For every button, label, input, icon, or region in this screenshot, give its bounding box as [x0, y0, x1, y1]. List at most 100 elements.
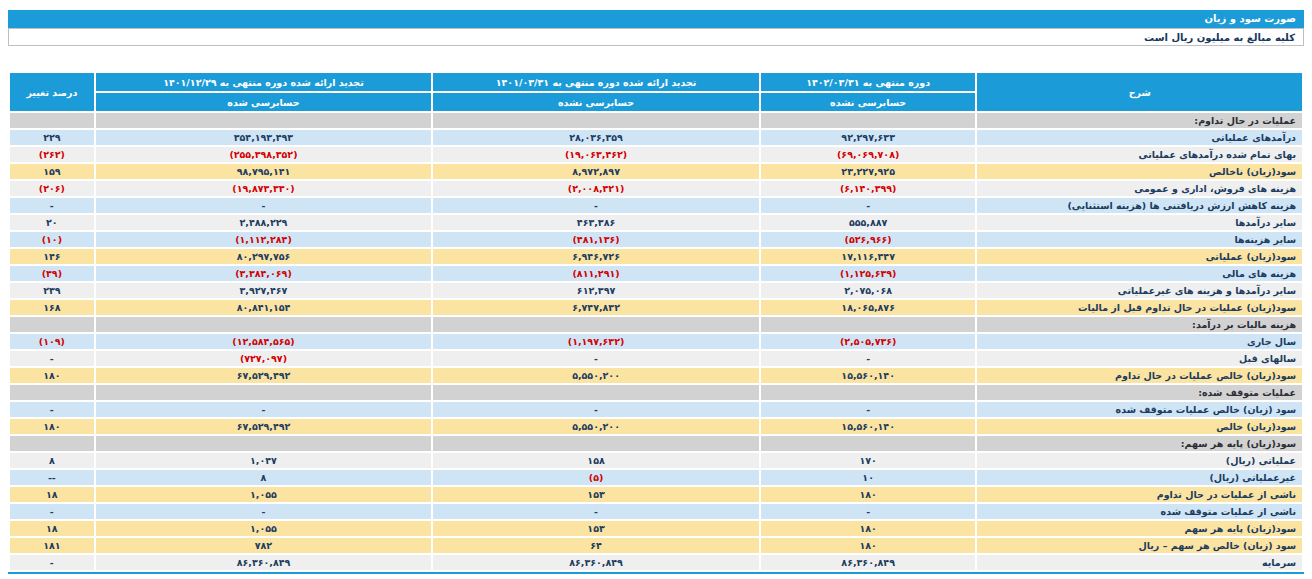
value-year-prior-cell: ۱,۰۴۷ — [96, 453, 432, 468]
value-year-prior-cell: (۲۵۵,۳۹۸,۳۵۲) — [96, 147, 432, 162]
value-current-cell — [761, 317, 976, 332]
value-year-prior-cell — [96, 385, 432, 400]
table-row: سود(زیان) عملیات در حال تداوم قبل از مال… — [10, 300, 1302, 315]
table-row: غیرعملیاتی (ریال)۱۰(۵)۸-- — [10, 470, 1302, 485]
value-year-prior-cell: (۳,۳۸۴,۰۶۹) — [96, 266, 432, 281]
value-q1-prior-cell: ۱۵۳ — [433, 487, 759, 502]
row-label-cell: ناشی از عملیات در حال تداوم — [977, 487, 1302, 502]
pct-change-cell: - — [10, 351, 94, 366]
value-year-prior-cell: ۹۸,۷۹۵,۱۴۱ — [96, 164, 432, 179]
pct-change-cell: - — [10, 198, 94, 213]
income-statement-table: شرح دوره منتهی به ۱۴۰۲/۰۳/۳۱ تجدید ارائه… — [8, 71, 1304, 572]
table-body: عملیات در حال تداوم: درآمدهای عملیاتی۹۲,۲… — [10, 113, 1302, 570]
pct-change-cell: ۱۸ — [10, 487, 94, 502]
pct-change-cell: ۲۳۹ — [10, 283, 94, 298]
value-q1-prior-cell: - — [433, 402, 759, 417]
value-year-prior-cell — [96, 436, 432, 451]
value-current-cell: (۶۹,۰۶۹,۷۰۸) — [761, 147, 976, 162]
value-year-prior-cell — [96, 317, 432, 332]
table-row: ناشی از عملیات در حال تداوم۱۸۰۱۵۳۱,۰۵۵۱۸ — [10, 487, 1302, 502]
row-label-cell: سال جاری — [977, 334, 1302, 349]
header-audit-status-q1-prior: حسابرسی نشده — [433, 93, 759, 111]
value-q1-prior-cell: (۲,۰۰۸,۴۲۱) — [433, 181, 759, 196]
pct-change-cell: ۱۶۸ — [10, 300, 94, 315]
pct-change-cell: (۱۰۹) — [10, 334, 94, 349]
pct-change-cell: ۱۸۱ — [10, 538, 94, 553]
pct-change-cell: - — [10, 402, 94, 417]
income-statement-page: صورت سود و زیان کلیه مبالغ به میلیون ریا… — [0, 0, 1312, 579]
row-label-cell: عملیات متوقف شده: — [977, 385, 1302, 400]
value-current-cell: ۲۳,۲۲۷,۹۲۵ — [761, 164, 976, 179]
row-label-cell: عملیات در حال تداوم: — [977, 113, 1302, 128]
value-year-prior-cell: (۱,۱۱۲,۲۸۴) — [96, 232, 432, 247]
value-q1-prior-cell: ۶,۹۴۶,۷۲۶ — [433, 249, 759, 264]
section-row: عملیات در حال تداوم: — [10, 113, 1302, 128]
row-label-cell: بهای تمام شده درآمدهای عملیاتی — [977, 147, 1302, 162]
value-current-cell — [761, 385, 976, 400]
value-current-cell: ۱۵,۵۶۰,۱۴۰ — [761, 419, 976, 434]
header-period-year-prior: تجدید ارائه شده دوره منتهی به ۱۴۰۱/۱۲/۲۹ — [96, 73, 432, 91]
row-label-cell: سالهای قبل — [977, 351, 1302, 366]
value-year-prior-cell: ۶۷,۵۲۹,۴۹۲ — [96, 368, 432, 383]
table-row: سال جاری(۲,۵۰۵,۷۳۶)(۱,۱۹۷,۶۳۲)(۱۲,۵۸۴,۵۶… — [10, 334, 1302, 349]
row-label-cell: سود (زیان) خالص هر سهم – ریال — [977, 538, 1302, 553]
row-label-cell: سود(زیان) پایه هر سهم — [977, 521, 1302, 536]
pct-change-cell: (۳۹) — [10, 266, 94, 281]
pct-change-cell: ۱۸۰ — [10, 368, 94, 383]
header-audit-status-current: حسابرسی نشده — [761, 93, 976, 111]
row-label-cell: هزینه های مالی — [977, 266, 1302, 281]
value-current-cell: ۱۸,۰۶۵,۸۷۶ — [761, 300, 976, 315]
value-q1-prior-cell: ۴۶۳,۳۸۶ — [433, 215, 759, 230]
value-year-prior-cell: - — [96, 198, 432, 213]
pct-change-cell — [10, 113, 94, 128]
pct-change-cell: - — [10, 555, 94, 570]
value-year-prior-cell: ۸ — [96, 470, 432, 485]
value-q1-prior-cell: ۶,۷۴۷,۸۳۲ — [433, 300, 759, 315]
value-current-cell — [761, 113, 976, 128]
value-year-prior-cell: ۲,۴۸۸,۲۲۹ — [96, 215, 432, 230]
table-row: سایر درآمدها و هزینه های غیرعملیاتی۲,۰۷۵… — [10, 283, 1302, 298]
value-year-prior-cell: - — [96, 504, 432, 519]
page-title: صورت سود و زیان — [8, 10, 1304, 28]
value-current-cell: ۱۰ — [761, 470, 976, 485]
value-q1-prior-cell: - — [433, 198, 759, 213]
table-row: سایر درآمدها۵۵۵,۸۸۷۴۶۳,۳۸۶۲,۴۸۸,۲۲۹۲۰ — [10, 215, 1302, 230]
table-row: هزینه های مالی(۱,۱۲۵,۶۳۹)(۸۱۱,۲۹۱)(۳,۳۸۴… — [10, 266, 1302, 281]
value-current-cell: - — [761, 402, 976, 417]
row-label-cell: سایر هزینه‌ها — [977, 232, 1302, 247]
header-pct-change: درصد تغییر — [10, 73, 94, 111]
section-row: هزینه مالیات بر درآمد: — [10, 317, 1302, 332]
pct-change-cell: ۱۸ — [10, 521, 94, 536]
value-q1-prior-cell: - — [433, 351, 759, 366]
value-current-cell: ۵۵۵,۸۸۷ — [761, 215, 976, 230]
spacer — [0, 46, 1312, 71]
table-row: سود(زیان) ناخالص۲۳,۲۲۷,۹۲۵۸,۹۷۲,۸۹۷۹۸,۷۹… — [10, 164, 1302, 179]
table-row: سود(زیان) عملیاتی۱۷,۱۱۶,۴۴۷۶,۹۴۶,۷۲۶۸۰,۲… — [10, 249, 1302, 264]
table-row: سایر هزینه‌ها(۵۲۶,۹۶۶)(۴۸۱,۱۳۶)(۱,۱۱۲,۲۸… — [10, 232, 1302, 247]
value-current-cell: (۶,۱۴۰,۳۹۹) — [761, 181, 976, 196]
value-q1-prior-cell — [433, 113, 759, 128]
value-current-cell: ۱۷,۱۱۶,۴۴۷ — [761, 249, 976, 264]
value-current-cell — [761, 436, 976, 451]
row-label-cell: سود(زیان) عملیات در حال تداوم قبل از مال… — [977, 300, 1302, 315]
pct-change-cell: ۲۰ — [10, 215, 94, 230]
table-row: درآمدهای عملیاتی۹۲,۲۹۷,۶۳۳۲۸,۰۳۶,۳۵۹۳۵۴,… — [10, 130, 1302, 145]
value-current-cell: ۱۸۰ — [761, 521, 976, 536]
row-label-cell: هزینه کاهش ارزش دریافتنی ها (هزینه استثن… — [977, 198, 1302, 213]
value-current-cell: ۲,۰۷۵,۰۶۸ — [761, 283, 976, 298]
value-q1-prior-cell: (۴۸۱,۱۳۶) — [433, 232, 759, 247]
table-bottom-border — [8, 572, 1304, 574]
value-q1-prior-cell: ۵,۵۵۰,۲۰۰ — [433, 368, 759, 383]
value-q1-prior-cell: ۱۵۳ — [433, 521, 759, 536]
value-current-cell: - — [761, 504, 976, 519]
value-q1-prior-cell: ۸۶,۳۶۰,۸۴۹ — [433, 555, 759, 570]
row-label-cell: غیرعملیاتی (ریال) — [977, 470, 1302, 485]
pct-change-cell: ۱۴۶ — [10, 249, 94, 264]
table-row: سود (زیان) خالص عملیات متوقف شده---- — [10, 402, 1302, 417]
value-year-prior-cell: ۸۶,۳۶۰,۸۴۹ — [96, 555, 432, 570]
pct-change-cell: (۲۰۶) — [10, 181, 94, 196]
pct-change-cell: ۱۵۹ — [10, 164, 94, 179]
row-label-cell: سود(زیان) عملیاتی — [977, 249, 1302, 264]
table-row: هزینه های فروش، اداری و عمومی(۶,۱۴۰,۳۹۹)… — [10, 181, 1302, 196]
row-label-cell: سود (زیان) خالص عملیات متوقف شده — [977, 402, 1302, 417]
